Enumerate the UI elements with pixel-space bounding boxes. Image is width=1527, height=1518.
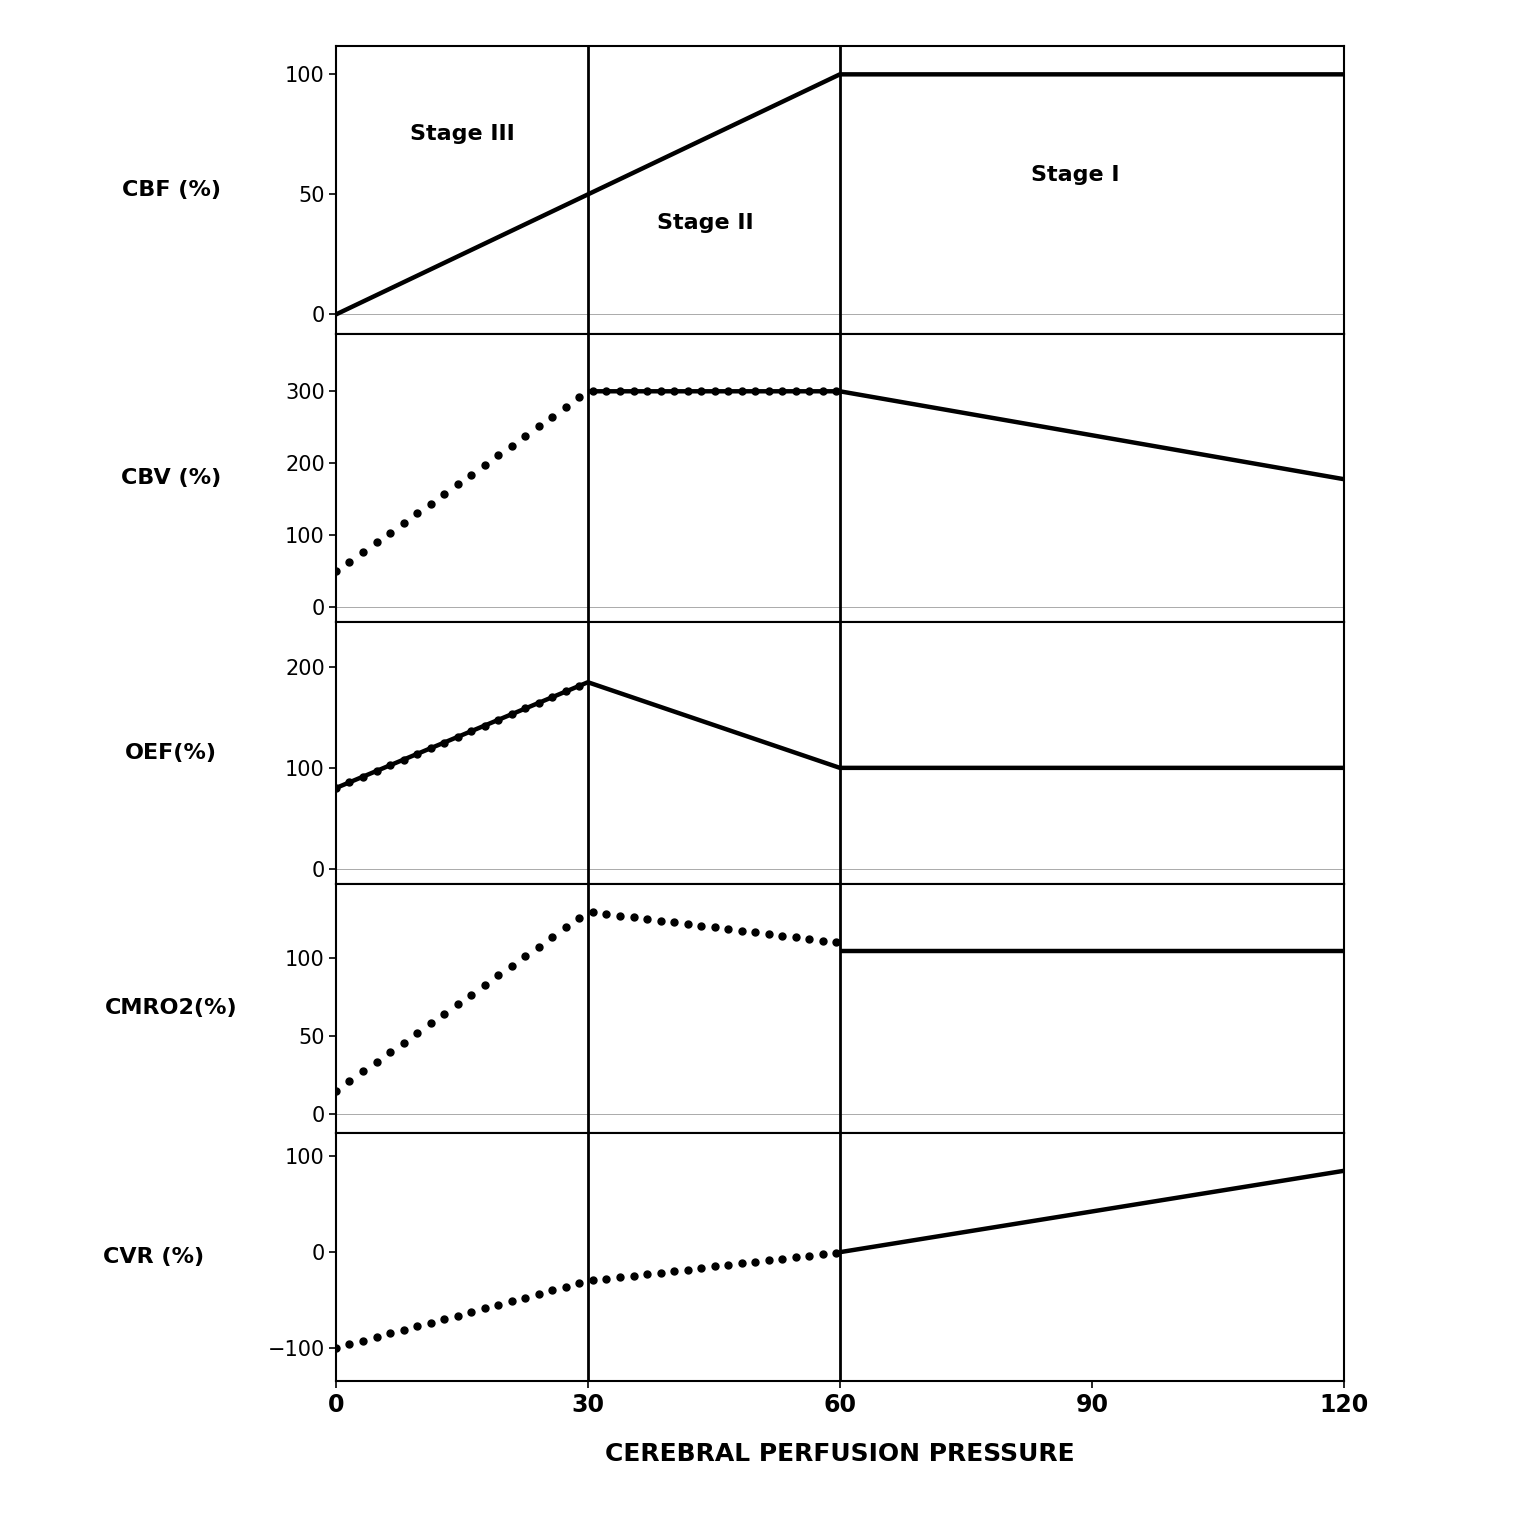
Y-axis label: CMRO2(%): CMRO2(%)	[105, 999, 238, 1019]
Text: Stage II: Stage II	[657, 213, 754, 234]
X-axis label: CEREBRAL PERFUSION PRESSURE: CEREBRAL PERFUSION PRESSURE	[605, 1442, 1075, 1466]
Y-axis label: CBV (%): CBV (%)	[121, 468, 221, 487]
Text: Stage III: Stage III	[409, 124, 515, 144]
Y-axis label: CBF (%): CBF (%)	[122, 179, 221, 199]
Y-axis label: CVR (%): CVR (%)	[104, 1246, 205, 1268]
Y-axis label: OEF(%): OEF(%)	[125, 742, 217, 762]
Text: Stage I: Stage I	[1031, 165, 1119, 185]
